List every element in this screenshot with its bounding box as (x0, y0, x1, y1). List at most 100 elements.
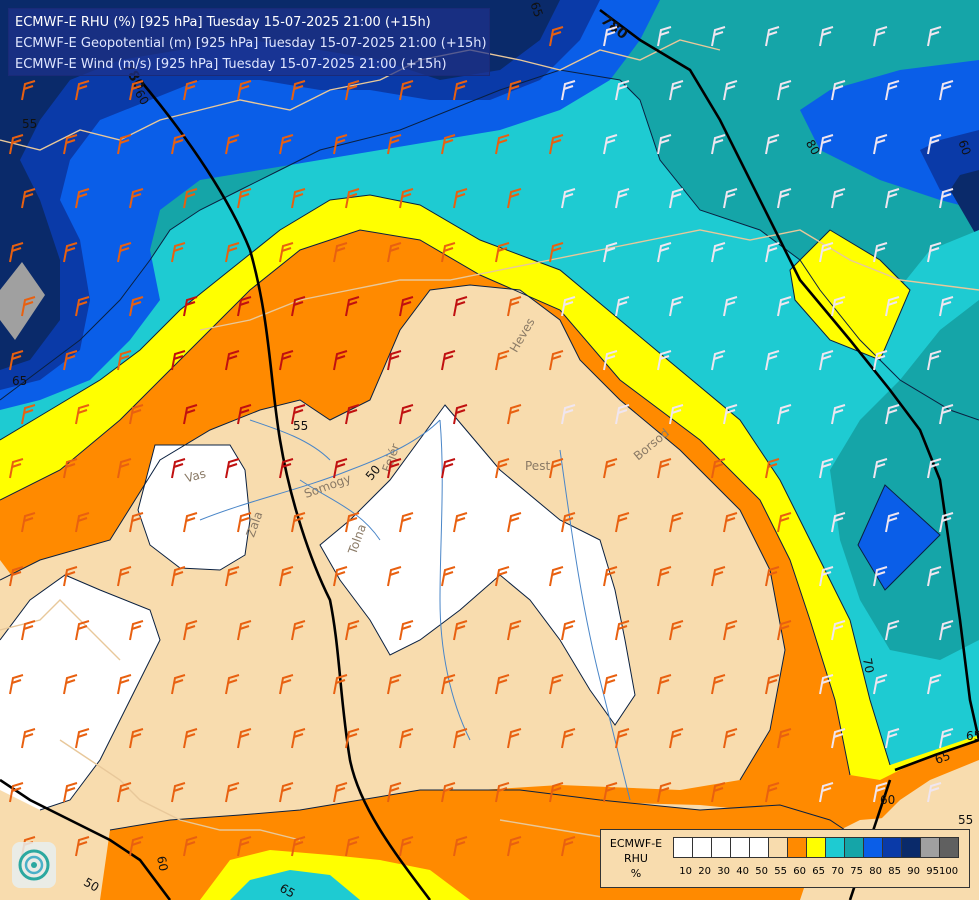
label-65-north: 65 (527, 0, 545, 19)
wind-barb-icon (333, 350, 348, 371)
wind-barb-icon (453, 404, 468, 425)
wind-barb-icon (507, 728, 522, 749)
header-rhu-title: ECMWF-E RHU (%) [925 hPa] Tuesday 15-07-… (15, 15, 431, 30)
wind-barb-icon (723, 404, 738, 425)
wind-barb-icon (765, 782, 780, 803)
label-65-east-2: 65 (966, 729, 979, 743)
wind-barb-icon (117, 458, 132, 479)
legend-title: ECMWF-E RHU % (603, 836, 669, 881)
wind-barb-icon (507, 512, 522, 533)
label-65-west: 65 (12, 374, 27, 388)
legend-tick: 20 (698, 866, 711, 877)
wind-barb-icon (345, 188, 360, 209)
wind-barb-icon (495, 674, 510, 695)
legend-tick: 85 (888, 866, 901, 877)
wind-barb-icon (819, 674, 834, 695)
wind-barb-icon (129, 620, 144, 641)
wind-barb-icon (75, 836, 90, 857)
label-55-se: 55 (958, 813, 973, 827)
wind-barb-icon (9, 566, 24, 587)
wind-barb-icon (657, 350, 672, 371)
wind-barb-icon (63, 566, 78, 587)
wind-barb-icon (777, 404, 792, 425)
wind-barb-icon (387, 134, 402, 155)
wind-barb-icon (615, 188, 630, 209)
wind-barb-icon (711, 458, 726, 479)
label-65-east: 65 (933, 749, 952, 767)
wind-barb-icon (129, 188, 144, 209)
wind-barb-icon (9, 674, 24, 695)
wind-barb-icon (669, 728, 684, 749)
wind-barb-icon (549, 782, 564, 803)
wind-barb-icon (21, 512, 36, 533)
wind-barb-icon (345, 728, 360, 749)
wind-barb-icon (333, 782, 348, 803)
wind-barb-icon (333, 458, 348, 479)
wind-barb-icon (279, 134, 294, 155)
wind-barb-icon (615, 512, 630, 533)
wind-barb-icon (711, 674, 726, 695)
wind-barb-icon (117, 782, 132, 803)
legend-swatch (806, 837, 826, 858)
wind-barb-icon (711, 26, 726, 47)
wind-barb-icon (291, 836, 306, 857)
wind-barb-icon (657, 566, 672, 587)
wind-barb-icon (183, 512, 198, 533)
band-80-blue (0, 0, 660, 410)
wind-barb-icon (615, 80, 630, 101)
wind-barb-icon (399, 296, 414, 317)
wind-barb-icon (387, 458, 402, 479)
wind-barb-icon (495, 350, 510, 371)
wind-barb-icon (927, 134, 942, 155)
wind-barb-icon (333, 242, 348, 263)
wind-barb-icon (765, 458, 780, 479)
wind-barb-icon (237, 80, 252, 101)
label-55-nw2: 55 (22, 117, 37, 131)
legend-tick: 100 (939, 866, 959, 877)
legend-tick: 65 (812, 866, 825, 877)
wind-barb-icon (885, 620, 900, 641)
wind-barb-icon (345, 80, 360, 101)
wind-barb-icon (927, 26, 942, 47)
legend-swatch (692, 837, 712, 858)
wind-barb-icon (21, 80, 36, 101)
wind-barb-icon (873, 566, 888, 587)
band-50-white-southwest (0, 575, 160, 810)
wind-barb-icon (885, 80, 900, 101)
wind-barb-icon (345, 296, 360, 317)
wind-barb-icon (765, 134, 780, 155)
band-80-blue-cell-2 (858, 485, 940, 590)
wind-barb-icon (117, 350, 132, 371)
wind-barb-icon (291, 728, 306, 749)
wind-barb-icon (873, 350, 888, 371)
wind-barb-icon (129, 80, 144, 101)
wind-barb-icon (291, 512, 306, 533)
wind-barb-icon (507, 620, 522, 641)
wind-barb-icon (927, 350, 942, 371)
wind-barb-icon (927, 566, 942, 587)
wind-barb-icon (225, 566, 240, 587)
wind-barb-icon (819, 782, 834, 803)
legend-swatch (730, 837, 750, 858)
legend-swatch (901, 837, 921, 858)
band-90-navy-east (950, 170, 979, 240)
wind-barb-icon (183, 728, 198, 749)
wind-barb-icon (453, 728, 468, 749)
wind-barb-icon (279, 782, 294, 803)
wind-barb-icon (819, 242, 834, 263)
wind-barb-icon (549, 134, 564, 155)
wind-barb-icon (939, 728, 954, 749)
wind-barb-icon (873, 242, 888, 263)
wind-barb-icon (939, 80, 954, 101)
wind-barb-icon (603, 782, 618, 803)
wind-barb-icon (657, 26, 672, 47)
wind-barb-icon (561, 80, 576, 101)
wind-barb-icon (777, 296, 792, 317)
wind-barb-icon (63, 242, 78, 263)
wind-barb-icon (225, 782, 240, 803)
wind-barb-icon (171, 674, 186, 695)
wind-barb-icon (549, 26, 564, 47)
wind-barb-icon (117, 674, 132, 695)
legend-swatch (825, 837, 845, 858)
wind-barb-icon (723, 620, 738, 641)
